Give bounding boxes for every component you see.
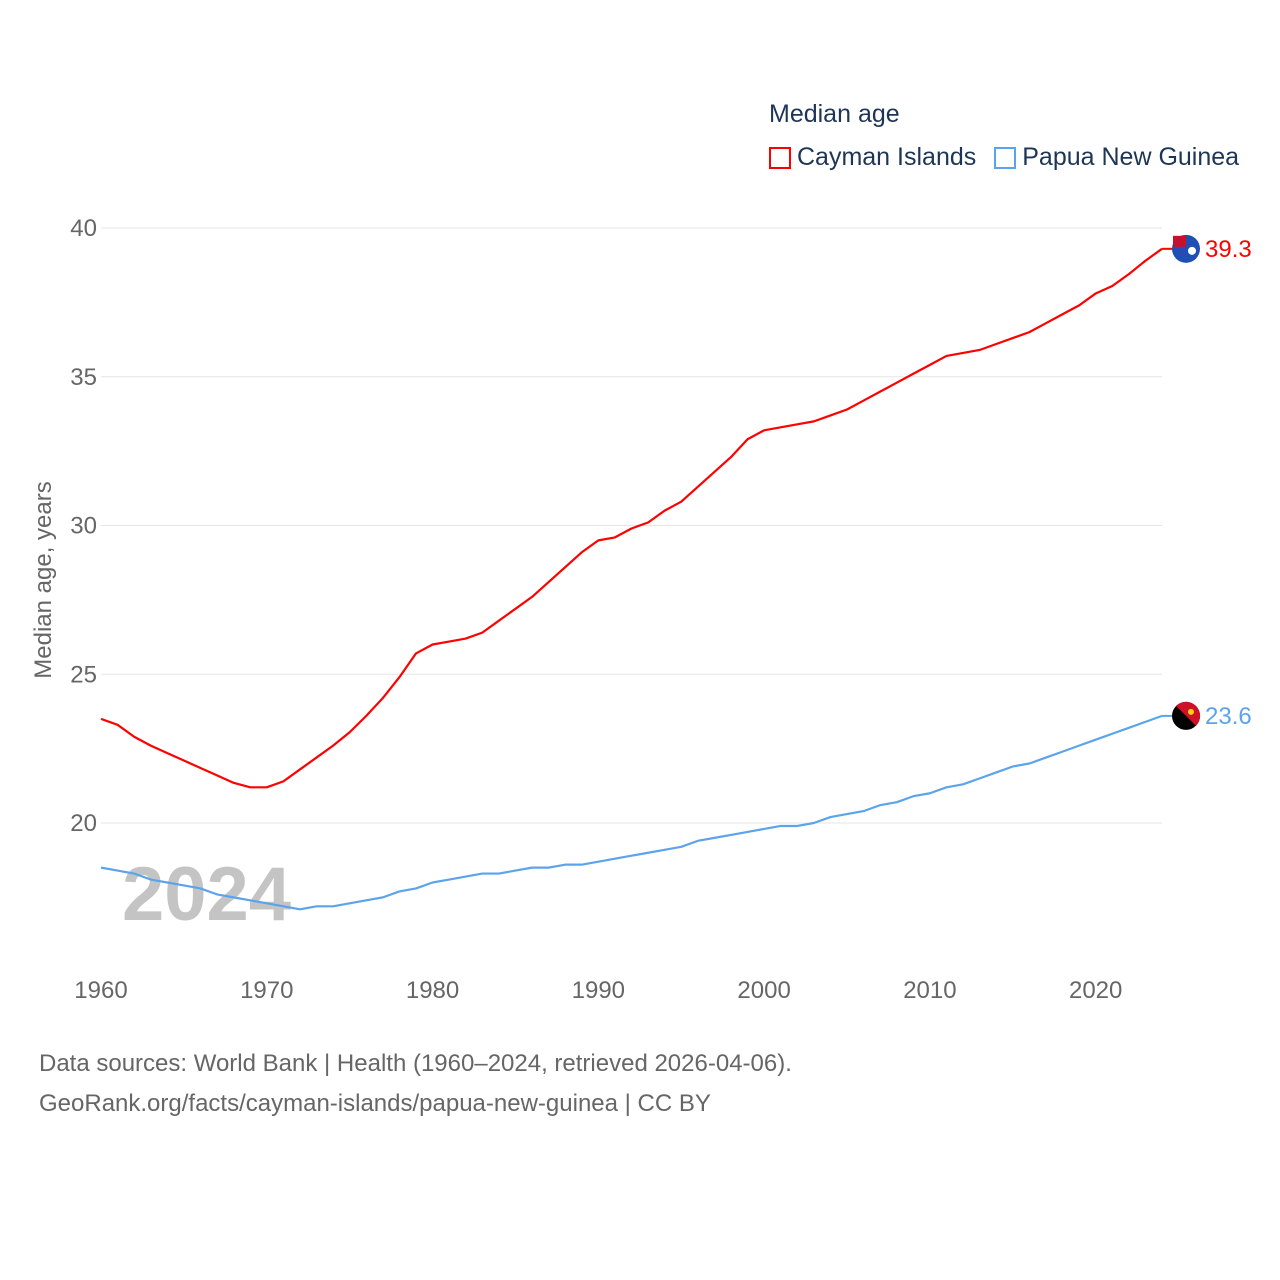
attribution-link[interactable]: GeoRank.org/facts/cayman-islands/papua-n… [39, 1090, 711, 1117]
legend-swatch [769, 146, 791, 169]
y-tick-label: 30 [70, 513, 97, 540]
flag-red-half [1176, 701, 1201, 726]
legend-label: Cayman Islands [797, 143, 977, 171]
y-tick-label: 25 [70, 661, 97, 688]
legend-label: Papua New Guinea [1022, 143, 1240, 171]
x-tick-label: 1990 [572, 977, 625, 1004]
x-tick-label: 1980 [406, 977, 459, 1004]
legend: Cayman Islands Papua New Guinea [769, 143, 1239, 172]
legend-swatch [994, 146, 1017, 169]
series-line-papua-new-guinea [100, 714, 1163, 911]
y-tick-label: 35 [70, 364, 97, 391]
x-tick-label: 1970 [240, 977, 293, 1004]
flag-union-jack [1173, 235, 1186, 247]
series-line-cayman-islands [100, 247, 1163, 789]
x-tick-label: 2000 [737, 977, 790, 1004]
x-tick-label: 2010 [903, 977, 956, 1004]
y-tick-label: 40 [70, 215, 97, 242]
legend-item-cayman-islands[interactable]: Cayman Islands [769, 143, 976, 172]
x-tick-label: 2020 [1069, 977, 1122, 1004]
legend-title: Median age [769, 100, 900, 128]
end-value-label: 39.3 [1205, 236, 1252, 263]
flag-crest [1188, 246, 1196, 255]
x-tick-label: 1960 [74, 977, 127, 1004]
end-value-label: 23.6 [1205, 703, 1252, 730]
year-watermark: 2024 [122, 852, 291, 937]
data-source-text: Data sources: World Bank | Health (1960–… [39, 1050, 792, 1077]
footer: Data sources: World Bank | Health (1960–… [39, 1044, 792, 1124]
flag-bird [1188, 708, 1194, 715]
y-tick-label: 20 [70, 810, 97, 837]
legend-item-papua-new-guinea[interactable]: Papua New Guinea [994, 143, 1239, 172]
y-axis-label: Median age, years [30, 481, 57, 678]
